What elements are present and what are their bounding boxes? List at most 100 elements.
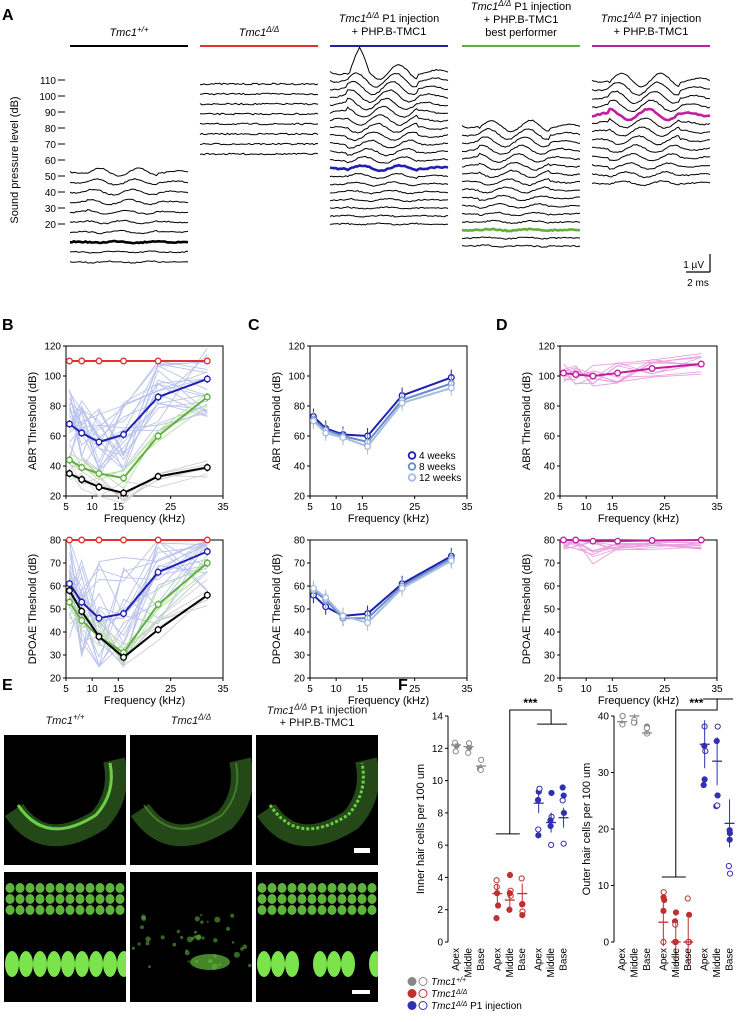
- y-tick-label: 8: [437, 808, 443, 819]
- legend-marker: [407, 451, 417, 460]
- abr-group-title-1: Tmc1Δ/Δ: [239, 25, 279, 40]
- data-point: [154, 473, 162, 480]
- abr-level-tick-100: 100: [39, 92, 56, 103]
- data-point: [589, 537, 597, 545]
- individual-animal-trace: [563, 353, 702, 381]
- x-tick-label: 35: [461, 502, 473, 513]
- cochlea-whole-mount-image: [256, 735, 378, 865]
- data-point: [120, 653, 128, 661]
- abr-trace: [329, 172, 449, 180]
- abr-trace: [199, 132, 319, 136]
- y-tick-label: 60: [544, 432, 556, 443]
- individual-animal-trace: [69, 360, 208, 456]
- x-tick-label: 10: [581, 502, 593, 513]
- individual-animal-trace: [69, 403, 208, 489]
- x-tick-label: 10: [581, 684, 593, 695]
- data-point: [66, 470, 73, 477]
- x-tick-label: 10: [331, 502, 343, 513]
- hair-cell-data-point: [535, 832, 542, 839]
- data-point: [339, 434, 347, 441]
- hair-cell-data-point: [494, 902, 502, 909]
- data-point: [398, 584, 406, 592]
- abr-trace: [461, 127, 581, 141]
- y-tick-label: 14: [432, 712, 444, 723]
- abr-group-title-2: Tmc1Δ/Δ P1 injection: [339, 11, 439, 26]
- individual-animal-trace: [563, 361, 702, 387]
- abr-group-subtitle-2: + PHP.B-TMC1: [352, 26, 427, 38]
- legend-filled-marker: [407, 1001, 417, 1010]
- x-tick-label: 15: [357, 502, 369, 513]
- data-point: [120, 357, 128, 365]
- data-point: [95, 633, 103, 641]
- data-point: [697, 536, 705, 544]
- abr-trace: [199, 102, 319, 106]
- data-point: [78, 617, 86, 624]
- abr-group-subtitle2-3: best performer: [485, 27, 557, 39]
- category-label: Apex: [658, 948, 669, 971]
- abr-trace: [69, 219, 189, 225]
- abr-trace: [329, 139, 449, 149]
- hair-cell-data-point: [702, 747, 709, 755]
- y-axis-label: ABR Threshold (dB): [271, 372, 283, 470]
- plot-frame: [309, 345, 468, 497]
- data-point: [95, 357, 103, 365]
- abr-trace: [199, 152, 319, 156]
- x-tick-label: 10: [87, 684, 99, 695]
- y-tick-label: 40: [50, 628, 62, 639]
- y-tick-label: 40: [598, 712, 610, 723]
- legend-label: Tmc1Δ/Δ: [431, 989, 468, 1001]
- hair-cell-data-point: [630, 719, 638, 726]
- abr-threshold-trace: [70, 239, 189, 245]
- y-tick-label: 50: [50, 605, 62, 616]
- individual-animal-trace: [69, 460, 208, 504]
- category-label: Middle: [671, 948, 682, 978]
- data-point: [66, 598, 73, 606]
- individual-animal-trace: [69, 546, 208, 668]
- abr-trace: [199, 112, 319, 116]
- data-point: [447, 557, 455, 565]
- abr-trace: [591, 117, 711, 129]
- hair-cell-data-point: [493, 915, 500, 922]
- y-tick-label: 60: [294, 432, 306, 443]
- category-label: Apex: [534, 948, 545, 971]
- abr-trace: [591, 135, 711, 146]
- hair-cell-data-point: [465, 740, 473, 747]
- abr-level-tick-70: 70: [45, 140, 57, 151]
- data-point: [78, 357, 86, 365]
- data-point: [95, 483, 103, 491]
- category-label: Middle: [463, 948, 474, 978]
- hair-cell-data-point: [700, 781, 707, 789]
- x-tick-label: 35: [217, 502, 229, 513]
- abr-trace: [329, 214, 449, 218]
- data-point: [154, 600, 162, 608]
- abr-trace: [462, 236, 581, 240]
- legend-open-marker: [418, 1001, 428, 1010]
- abr-trace: [199, 142, 319, 146]
- abr-trace: [591, 153, 711, 162]
- individual-animal-trace: [69, 383, 208, 446]
- y-tick-label: 100: [44, 372, 61, 383]
- abr-level-tick-90: 90: [45, 108, 57, 119]
- hair-cell-closeup-image: [256, 872, 378, 1002]
- abr-trace: [329, 197, 449, 203]
- hair-cell-data-point: [493, 877, 500, 884]
- data-point: [78, 429, 86, 437]
- abr-trace: [69, 178, 189, 186]
- series-line: [68, 562, 208, 655]
- hair-cell-data-point: [560, 792, 567, 799]
- category-label: Middle: [712, 948, 723, 978]
- abr-trace: [69, 167, 189, 177]
- data-point: [78, 464, 86, 471]
- data-point: [310, 584, 317, 592]
- cochlea-whole-mount-image: [4, 735, 126, 865]
- chart-C-3: 20 30 40 50 60 70 80 5 10 15 25 35 Frequency (kHz) DP…: [271, 536, 473, 708]
- hair-cell-data-point: [672, 909, 680, 916]
- chart-B-1: 20 30 40 50 60 70 80 5 10 15 25 35 Frequency (kHz) DP…: [27, 536, 229, 708]
- hair-cell-data-point: [714, 792, 721, 799]
- data-point: [95, 470, 103, 477]
- data-point: [78, 607, 86, 615]
- abr-level-tick-80: 80: [45, 124, 57, 135]
- y-tick-label: 70: [294, 559, 306, 570]
- hair-cell-data-point: [643, 725, 651, 732]
